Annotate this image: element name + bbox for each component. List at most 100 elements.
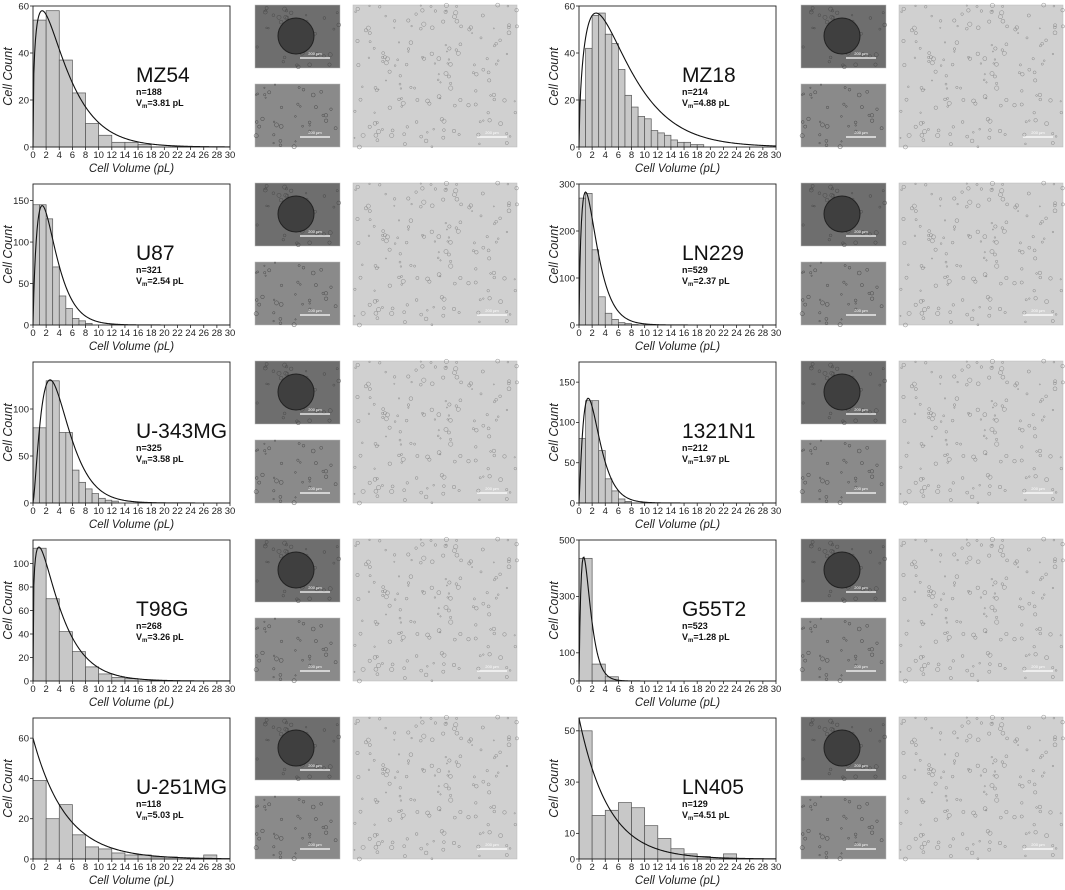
x-tick-label: 24 [185,328,196,339]
x-tick-label: 6 [70,506,75,517]
mean-volume: Vm=5.03 pL [136,810,184,822]
y-axis-label: Cell Count [547,403,561,462]
x-tick-label: 26 [198,684,209,695]
mean-volume: Vm=4.88 pL [682,98,730,110]
bar [671,140,678,147]
y-tick-label: 20 [564,95,575,106]
y-tick-label: 50 [564,458,575,469]
bars [33,205,92,325]
scale-bar-label: 200 µm [1031,130,1045,135]
bar [599,13,606,147]
suspension-image: 200 µm [899,3,1065,149]
y-tick-label: 0 [570,854,575,865]
x-tick-label: 20 [159,150,170,161]
mean-volume: Vm=4.51 pL [682,810,730,822]
x-tick-label: 30 [225,684,236,695]
bar [86,489,93,503]
cell-line-name: U-251MG [136,776,227,799]
x-axis-label: Cell Volume (pL) [635,875,720,887]
sample-size: n=325 [136,443,162,453]
cell-line-name: U-343MG [136,420,227,443]
mean-volume: Vm=2.54 pL [136,276,184,288]
bar [86,667,99,681]
bar [605,34,612,147]
x-tick-label: 24 [185,684,196,695]
x-tick-label: 2 [43,684,48,695]
x-tick-label: 10 [93,328,104,339]
x-tick-label: 0 [30,328,35,339]
x-tick-label: 30 [771,328,782,339]
x-axis-label: Cell Volume (pL) [635,341,720,353]
scale-bar-label: 200 µm [308,585,322,590]
x-tick-label: 18 [146,328,157,339]
bars [33,548,138,681]
x-tick-label: 24 [731,150,742,161]
y-axis-label: Cell Count [547,225,561,284]
x-tick-label: 4 [603,506,608,517]
x-tick-label: 24 [731,328,742,339]
x-tick-label: 22 [718,150,729,161]
x-tick-label: 24 [731,862,742,873]
bars [579,558,618,681]
x-tick-label: 30 [771,506,782,517]
y-tick-label: 0 [24,676,29,687]
x-tick-label: 6 [70,328,75,339]
monolayer-image: 200 µm [800,262,886,327]
x-tick-label: 16 [679,506,690,517]
x-tick-label: 12 [653,684,664,695]
bar [638,116,645,147]
x-tick-label: 2 [589,684,594,695]
x-tick-label: 24 [185,150,196,161]
x-tick-label: 4 [57,862,62,873]
x-axis-label: Cell Volume (pL) [635,519,720,531]
monolayer-image: 200 µm [800,440,886,505]
bar [72,835,85,859]
x-tick-label: 0 [30,684,35,695]
scale-bar-label: 200 µm [854,407,868,412]
mean-volume: Vm=3.26 pL [136,632,184,644]
y-tick-label: 80 [18,582,29,593]
scale-bar-label: 200 µm [854,664,868,669]
scale-bar-label: 200 µm [485,308,499,313]
x-tick-label: 2 [589,150,594,161]
sample-size: n=212 [682,443,708,453]
x-tick-label: 28 [758,506,769,517]
x-tick-label: 8 [629,862,634,873]
x-tick-label: 16 [679,684,690,695]
bar [651,131,658,147]
y-tick-label: 0 [570,498,575,509]
x-tick-label: 0 [576,506,581,517]
x-tick-label: 10 [639,684,650,695]
scale-bar-label: 200 µm [308,842,322,847]
y-tick-label: 0 [570,320,575,331]
y-tick-label: 0 [570,142,575,153]
fit-curve [579,192,776,325]
bar [612,44,619,147]
x-tick-label: 14 [666,328,677,339]
sample-size: n=523 [682,621,708,631]
scale-bar-label: 200 µm [1031,842,1045,847]
y-tick-label: 40 [18,629,29,640]
bar [125,855,138,859]
y-tick-label: 200 [559,226,575,237]
x-tick-label: 14 [120,684,131,695]
bar [632,808,645,859]
x-tick-label: 30 [225,150,236,161]
x-tick-label: 18 [692,862,703,873]
bar [40,205,47,325]
x-tick-label: 28 [758,328,769,339]
x-tick-label: 20 [159,328,170,339]
x-tick-label: 8 [629,506,634,517]
x-tick-label: 10 [93,506,104,517]
